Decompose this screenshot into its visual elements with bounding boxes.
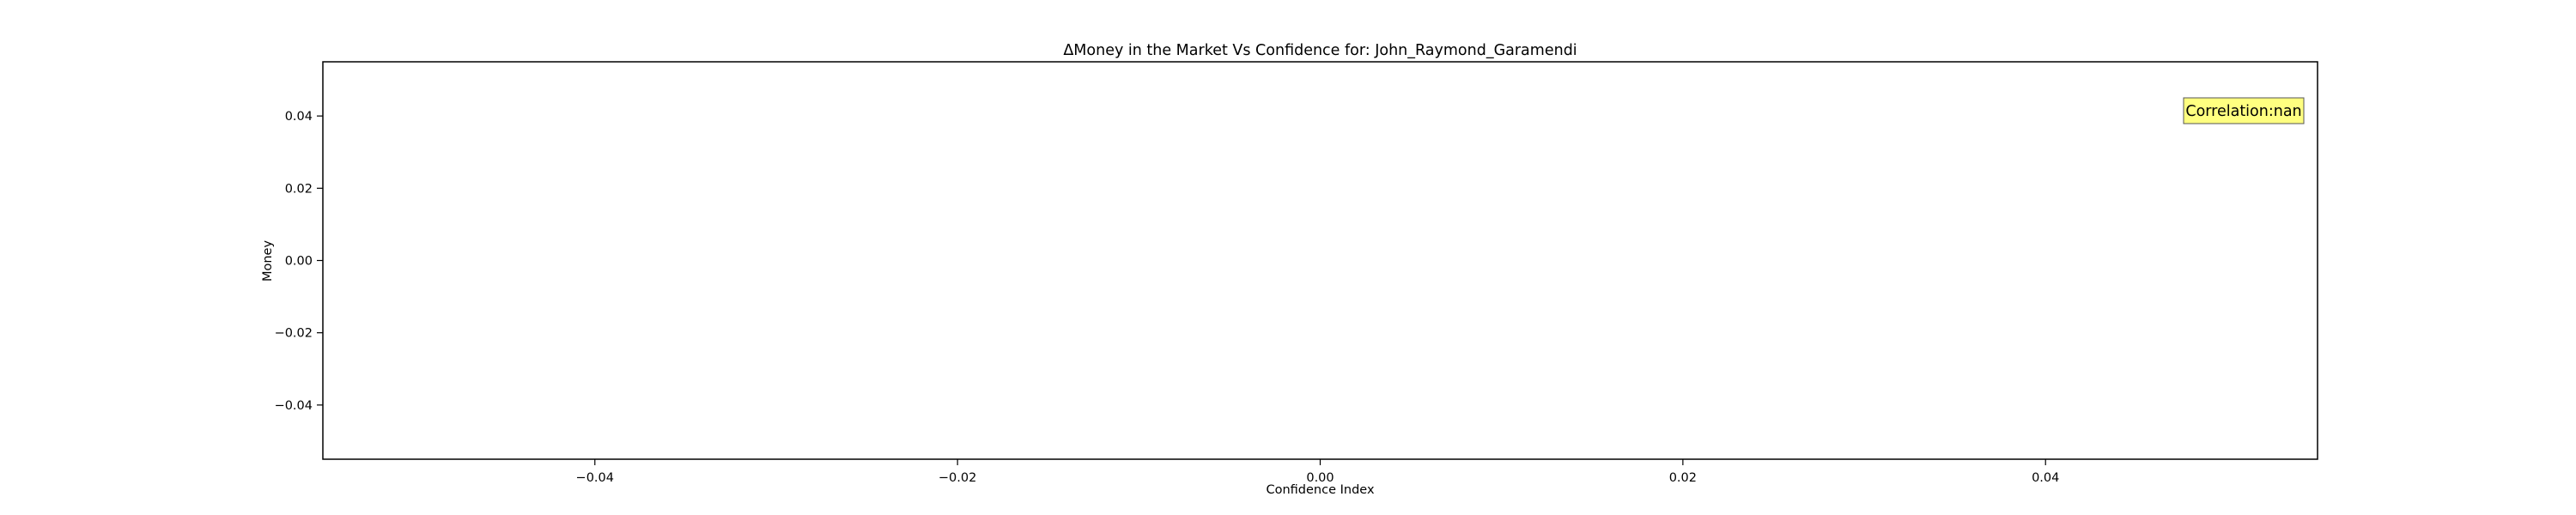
x-tick-label: 0.02 xyxy=(1669,471,1697,485)
y-tick-label: −0.02 xyxy=(275,327,313,341)
correlation-annotation: Correlation:nan xyxy=(2183,97,2305,124)
x-tick-label: 0.04 xyxy=(2032,471,2059,485)
x-axis-ticks: −0.04 −0.02 0.00 0.02 0.04 xyxy=(576,459,2059,485)
x-axis-label: Confidence Index xyxy=(1266,483,1374,497)
plot-frame xyxy=(322,61,2318,460)
x-tick-label: −0.02 xyxy=(939,471,976,485)
y-tick-label: 0.02 xyxy=(285,182,313,196)
correlation-annotation-box xyxy=(2183,97,2305,124)
y-tick-label: 0.00 xyxy=(285,255,313,269)
y-tick-label: 0.04 xyxy=(285,110,313,124)
correlation-annotation-text: Correlation:nan xyxy=(2185,103,2301,120)
y-axis-label: Money xyxy=(261,240,275,282)
chart-title: ΔMoney in the Market Vs Confidence for: … xyxy=(1063,42,1577,59)
plot-area: −0.04 −0.02 0.00 0.02 0.04 −0.04 −0.02 0.00 0.0… xyxy=(275,61,2318,485)
x-tick-label: 0.00 xyxy=(1306,471,1334,485)
x-tick-label: −0.04 xyxy=(576,471,614,485)
y-tick-label: −0.04 xyxy=(275,399,313,413)
y-axis-ticks: −0.04 −0.02 0.00 0.02 0.04 xyxy=(275,110,323,413)
